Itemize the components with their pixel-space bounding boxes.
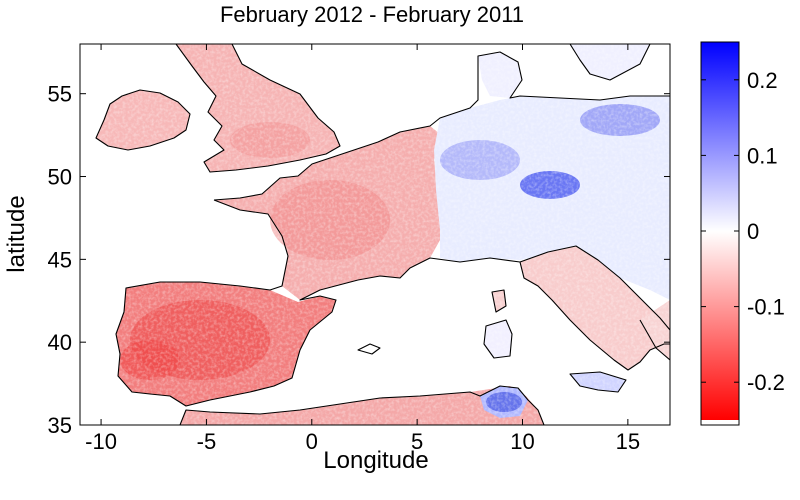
chart-title: February 2012 - February 2011 bbox=[220, 2, 524, 27]
x-tick-label: 10 bbox=[510, 429, 534, 454]
x-tick-label: -10 bbox=[85, 429, 117, 454]
y-tick-label: 45 bbox=[48, 247, 72, 272]
plot-frame bbox=[79, 43, 671, 426]
x-tick-label: 0 bbox=[306, 429, 318, 454]
colorbar-tick-label: 0.1 bbox=[747, 143, 778, 168]
y-tick-label: 35 bbox=[48, 413, 72, 438]
colorbar: 0.2 0.1 0 -0.1 -0.2 bbox=[700, 41, 785, 426]
plot-area: -10 -5 0 5 10 15 35 40 45 50 55 bbox=[48, 43, 671, 454]
land-anomaly-fill bbox=[80, 44, 670, 425]
y-tick-label: 55 bbox=[48, 82, 72, 107]
y-axis-label: latitude bbox=[3, 195, 30, 272]
coastlines bbox=[95, 44, 670, 425]
y-ticks: 35 40 45 50 55 bbox=[48, 82, 670, 438]
colorbar-tick-label: 0.2 bbox=[747, 68, 778, 93]
y-tick-label: 40 bbox=[48, 330, 72, 355]
colorbar-tick-label: 0 bbox=[747, 219, 759, 244]
x-axis-label: Longitude bbox=[323, 447, 428, 474]
colorbar-frame bbox=[700, 41, 740, 426]
x-tick-label: 15 bbox=[616, 429, 640, 454]
colorbar-gradient bbox=[701, 42, 739, 420]
y-tick-label: 50 bbox=[48, 165, 72, 190]
colorbar-ticks: 0.2 0.1 0 -0.1 -0.2 bbox=[701, 68, 785, 395]
x-tick-label: -5 bbox=[197, 429, 217, 454]
x-tick-label: 5 bbox=[411, 429, 423, 454]
colorbar-tick-label: -0.1 bbox=[747, 295, 785, 320]
colorbar-tick-label: -0.2 bbox=[747, 370, 785, 395]
x-ticks: -10 -5 0 5 10 15 bbox=[85, 44, 640, 454]
